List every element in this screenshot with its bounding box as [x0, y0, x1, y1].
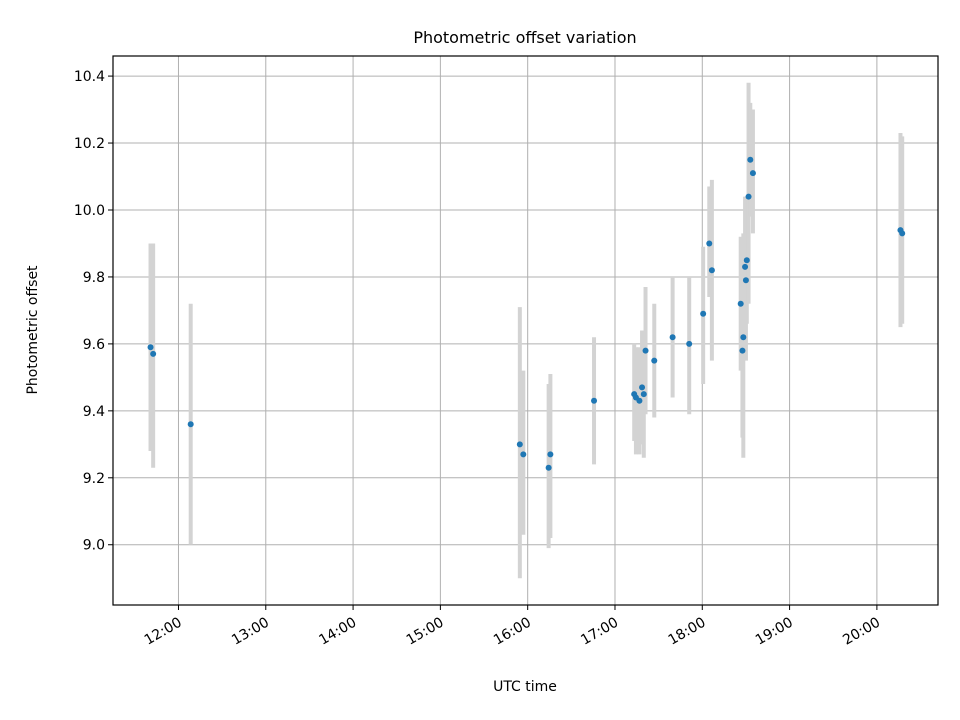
y-tick-label: 9.0	[83, 538, 105, 554]
data-point	[747, 156, 754, 163]
y-tick-label: 9.6	[83, 337, 105, 353]
y-tick-label: 10.4	[74, 69, 105, 85]
data-point	[742, 263, 749, 270]
data-point	[150, 350, 157, 357]
plot-frame	[112, 55, 939, 606]
data-point	[640, 391, 647, 398]
y-tick-label: 9.8	[83, 270, 105, 286]
data-point	[636, 397, 643, 404]
data-point	[187, 421, 194, 428]
data-point	[520, 451, 527, 458]
data-point	[516, 441, 523, 448]
x-axis-label: UTC time	[493, 679, 557, 695]
data-point	[547, 451, 554, 458]
data-point	[642, 347, 649, 354]
y-tick-label: 9.2	[83, 471, 105, 487]
data-point	[669, 334, 676, 341]
data-points	[147, 156, 906, 471]
data-point	[745, 193, 752, 200]
data-point	[147, 344, 154, 351]
data-point	[708, 267, 715, 274]
data-point	[737, 300, 744, 307]
data-point	[749, 170, 756, 177]
data-point	[742, 277, 749, 284]
y-tick-label: 10.2	[74, 136, 105, 152]
data-point	[651, 357, 658, 364]
y-axis-label: Photometric offset	[25, 265, 41, 395]
grid-lines	[113, 56, 938, 605]
data-point	[706, 240, 713, 247]
data-point	[743, 257, 750, 264]
data-point	[740, 334, 747, 341]
data-point	[686, 340, 693, 347]
data-point	[639, 384, 646, 391]
data-point	[545, 464, 552, 471]
y-tick-label: 10.0	[74, 203, 105, 219]
chart-title: Photometric offset variation	[413, 28, 636, 47]
y-tick-label: 9.4	[83, 404, 105, 420]
y-axis-ticks: 9.0 9.2 9.4 9.6 9.8 10.0 10.2 10.4	[74, 69, 113, 554]
data-point	[591, 397, 598, 404]
data-point	[739, 347, 746, 354]
data-point	[700, 310, 707, 317]
data-point	[899, 230, 906, 237]
